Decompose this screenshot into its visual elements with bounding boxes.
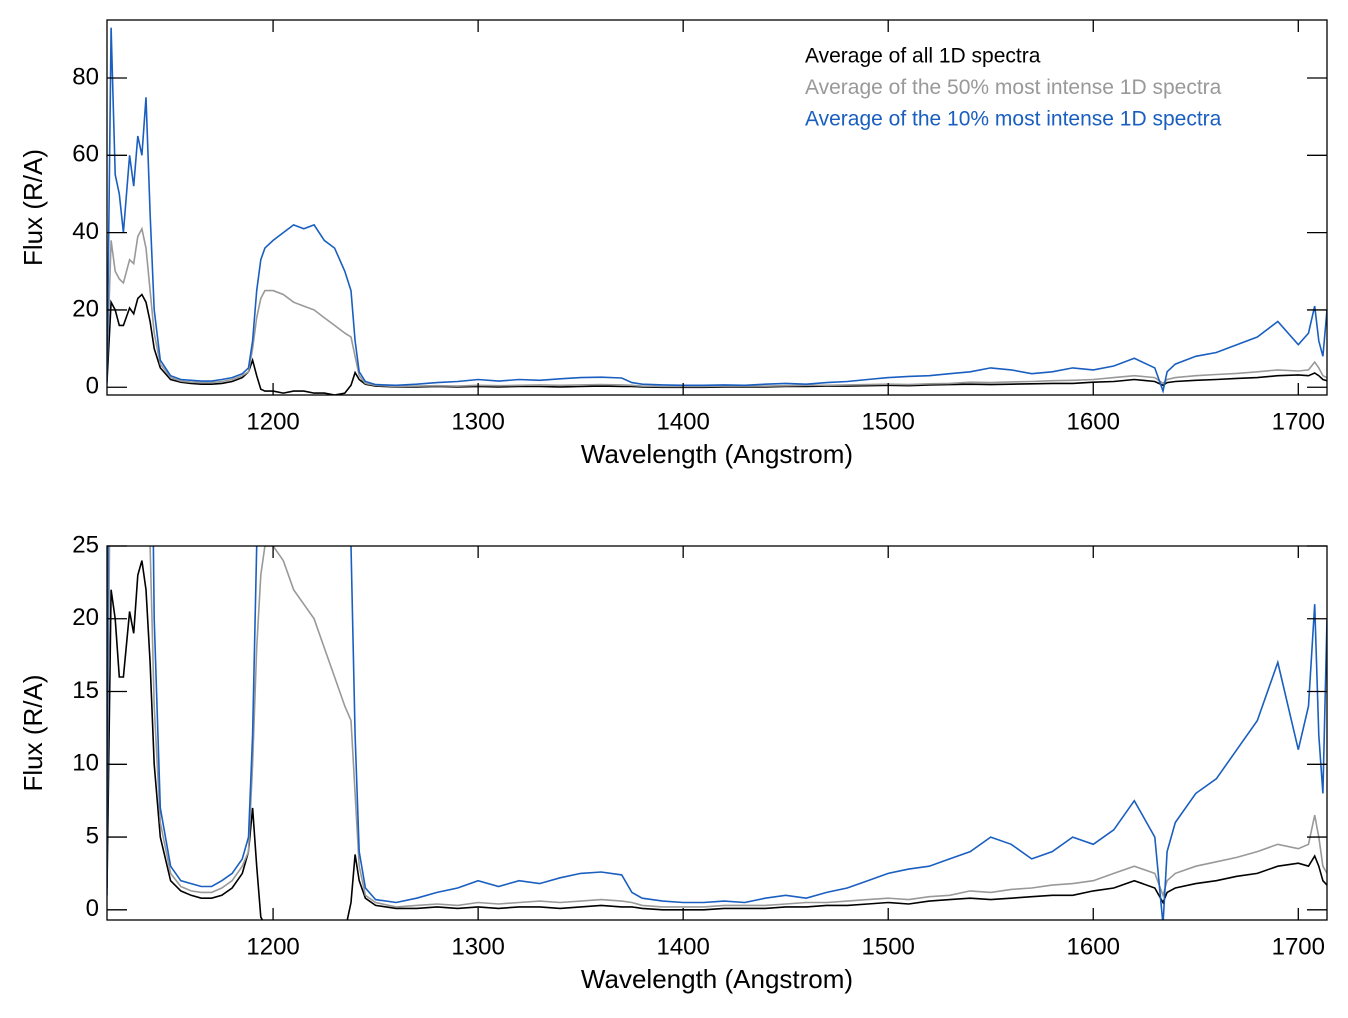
y-tick-label: 5 [86,822,99,849]
x-axis-title: Wavelength (Angstrom) [581,439,853,469]
legend-entry: Average of all 1D spectra [805,45,1041,68]
y-tick-label: 20 [72,295,99,322]
y-tick-label: 60 [72,141,99,168]
plot-frame [106,19,1328,396]
x-tick-label: 1200 [246,933,299,960]
x-tick-label: 1700 [1272,408,1325,435]
spectrum-line [107,546,1327,920]
y-tick-label: 0 [86,895,99,922]
x-tick-label: 1300 [451,933,504,960]
spectrum-line [107,226,1327,388]
plot-frame [106,545,1328,921]
legend-entry: Average of the 50% most intense 1D spect… [805,76,1222,99]
y-tick-label: 0 [86,373,99,400]
y-tick-label: 25 [72,531,99,558]
legend-entry: Average of the 10% most intense 1D spect… [805,108,1222,131]
y-tick-label: 20 [72,604,99,631]
x-tick-label: 1200 [246,408,299,435]
x-tick-label: 1400 [656,408,709,435]
y-axis-title: Flux (R/A) [18,675,48,792]
x-axis-title: Wavelength (Angstrom) [581,964,853,994]
y-tick-label: 80 [72,63,99,90]
x-tick-label: 1500 [862,408,915,435]
y-tick-label: 40 [72,218,99,245]
x-tick-label: 1400 [656,933,709,960]
x-tick-label: 1600 [1067,408,1120,435]
y-tick-label: 15 [72,677,99,704]
x-tick-label: 1500 [862,933,915,960]
x-tick-label: 1300 [451,408,504,435]
y-axis-title: Flux (R/A) [18,149,48,266]
y-tick-label: 10 [72,750,99,777]
spectrum-line [107,293,1327,395]
spectrum-line [107,27,1327,395]
x-tick-label: 1600 [1067,933,1120,960]
plot-area [107,27,1327,395]
plot-area [107,546,1327,920]
x-tick-label: 1700 [1272,933,1325,960]
spectrum-line [107,560,1327,920]
spectrum-line [107,546,1327,908]
